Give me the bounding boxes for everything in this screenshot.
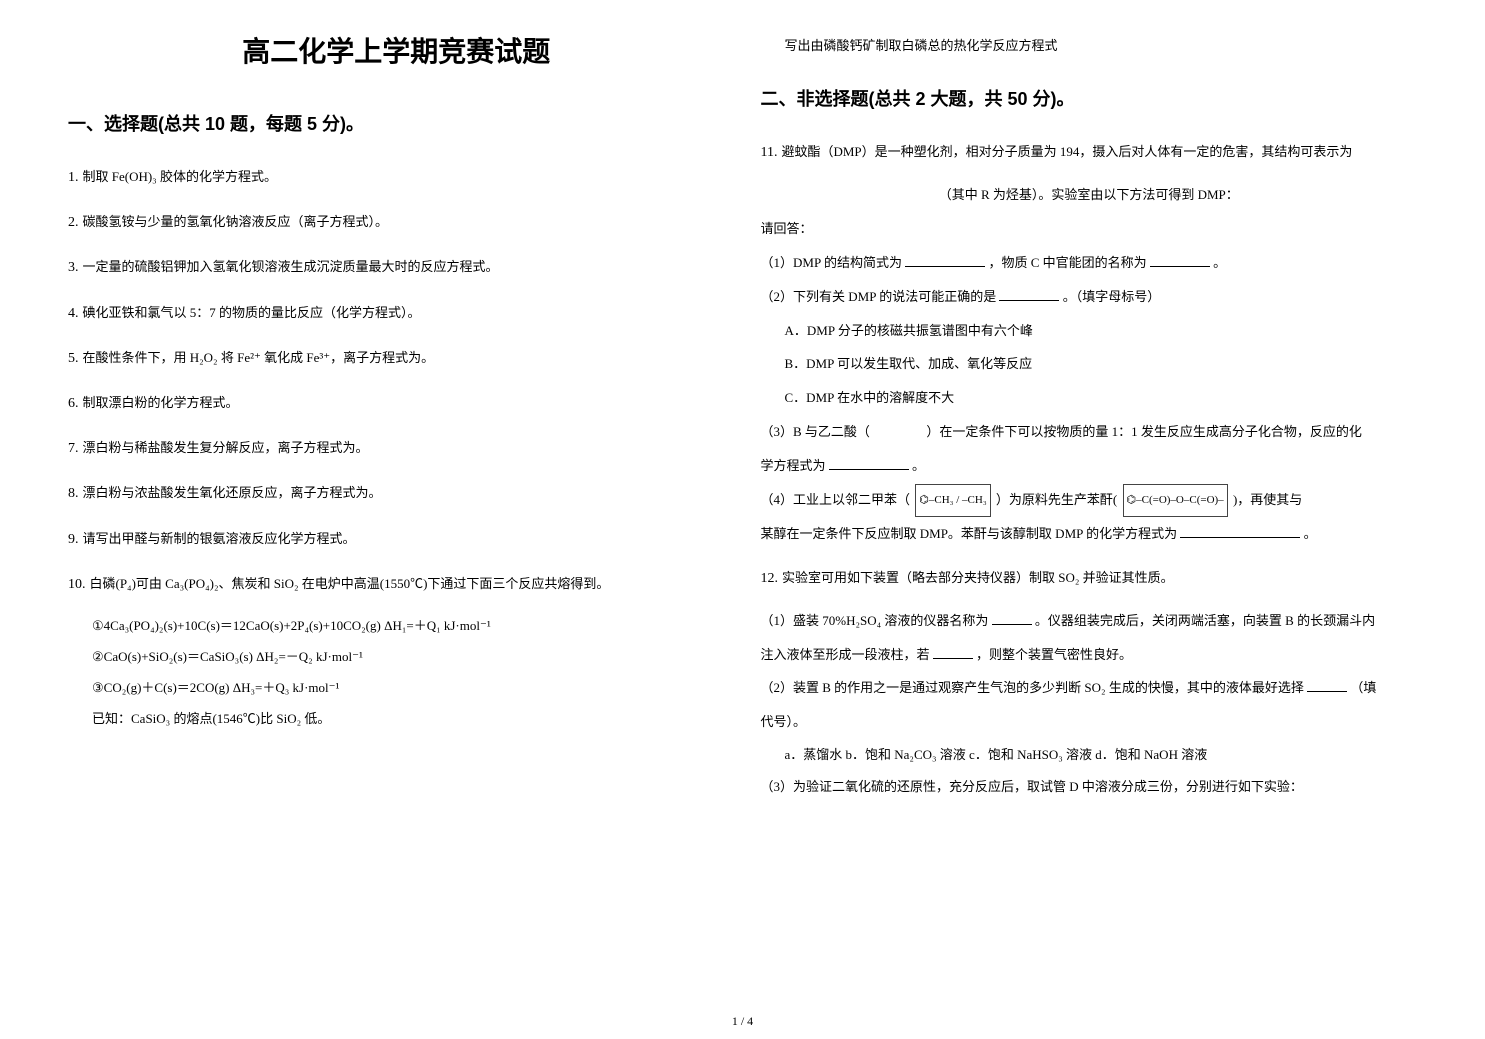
page-root: 高二化学上学期竞赛试题 一、选择题(总共 10 题，每题 5 分)。 1. 制取… (0, 0, 1485, 1039)
blank-field[interactable] (933, 658, 973, 659)
q10-sub1: ①4Ca₃(PO₄)₂(s)+10C(s)＝12CaO(s)+2P₄(s)+10… (68, 610, 725, 641)
q5-num: 5. (68, 339, 79, 378)
q7-text: 漂白粉与稀盐酸发生复分解反应，离子方程式为。 (83, 430, 725, 466)
q9-num: 9. (68, 520, 79, 559)
q3-num: 3. (68, 248, 79, 287)
q11-p4-line2: 某醇在一定条件下反应制取 DMP。苯酐与该醇制取 DMP 的化学方程式为 。 (761, 517, 1418, 551)
q11-p3b: ）在一定条件下可以按物质的量 1：1 发生反应生成高分子化合物，反应的化 (926, 424, 1362, 439)
q8-text: 漂白粉与浓盐酸发生氧化还原反应，离子方程式为。 (83, 475, 725, 511)
q12-p1a: （1）盛装 70%H₂SO₄ 溶液的仪器名称为 (761, 613, 989, 628)
q11-p2B: B．DMP 可以发生取代、加成、氧化等反应 (761, 347, 1418, 381)
q12-p2-line1: （2）装置 B 的作用之一是通过观察产生气泡的多少判断 SO₂ 生成的快慢，其中… (761, 671, 1418, 705)
q5-text: 在酸性条件下，用 H₂O₂ 将 Fe²⁺ 氧化成 Fe³⁺，离子方程式为。 (83, 340, 725, 376)
blank-field[interactable] (1307, 691, 1347, 692)
q2-num: 2. (68, 203, 79, 242)
q8-num: 8. (68, 474, 79, 513)
q12-p1c: 注入液体至形成一段液柱，若 (761, 647, 930, 662)
q11-p4a: （4）工业上以邻二甲苯（ (761, 492, 911, 507)
q11-p4b: ）为原料先生产苯酐( (996, 492, 1117, 507)
blank-field[interactable] (992, 624, 1032, 625)
q4: 4. 碘化亚铁和氯气以 5：7 的物质的量比反应（化学方程式）。 (68, 294, 725, 333)
q6-text: 制取漂白粉的化学方程式。 (83, 385, 725, 421)
q10-sub4: 已知：CaSiO₃ 的熔点(1546℃)比 SiO₂ 低。 (68, 703, 725, 734)
q10-sub2: ②CaO(s)+SiO₂(s)＝CaSiO₃(s) ΔH₂=－Q₂ kJ·mol… (68, 641, 725, 672)
q12-options: a．蒸馏水 b．饱和 Na₂CO₃ 溶液 c．饱和 NaHSO₃ 溶液 d．饱和… (761, 739, 1418, 770)
q10-text: 白磷(P₄)可由 Ca₃(PO₄)₂、焦炭和 SiO₂ 在电炉中高温(1550℃… (90, 566, 725, 602)
q11-p2C: C．DMP 在水中的溶解度不大 (761, 381, 1418, 415)
q12-p2-line2: 代号）。 (761, 705, 1418, 739)
q11-p2a: （2）下列有关 DMP 的说法可能正确的是 (761, 289, 997, 304)
q11-line2: （其中 R 为烃基）。实验室由以下方法可得到 DMP： (761, 178, 1418, 212)
q11-p2b: 。（填字母标号） (1063, 289, 1161, 304)
blank-field[interactable] (1180, 537, 1300, 538)
q11-p1: （1）DMP 的结构简式为 ，物质 C 中官能团的名称为 。 (761, 246, 1418, 280)
blank-field[interactable] (1150, 266, 1210, 267)
q11-p2: （2）下列有关 DMP 的说法可能正确的是 。（填字母标号） (761, 280, 1418, 314)
q7: 7. 漂白粉与稀盐酸发生复分解反应，离子方程式为。 (68, 429, 725, 468)
q9-text: 请写出甲醛与新制的银氨溶液反应化学方程式。 (83, 521, 725, 557)
q11-p4d: 某醇在一定条件下反应制取 DMP。苯酐与该醇制取 DMP 的化学方程式为 (761, 526, 1178, 541)
section1-heading: 一、选择题(总共 10 题，每题 5 分)。 (68, 110, 725, 136)
blank-field[interactable] (829, 469, 909, 470)
q9: 9. 请写出甲醛与新制的银氨溶液反应化学方程式。 (68, 520, 725, 559)
q12-p2b: （填 (1350, 680, 1376, 695)
q11-p3c: 学方程式为 (761, 458, 826, 473)
q12-p1b: 。仪器组装完成后，关闭两端活塞，向装置 B 的长颈漏斗内 (1035, 613, 1375, 628)
q11-p3a: （3）B 与乙二酸（ (761, 424, 870, 439)
q1-text: 制取 Fe(OH)₃ 胶体的化学方程式。 (83, 159, 725, 195)
q4-num: 4. (68, 294, 79, 333)
structure-anhydride-icon: ⌬–C(=O)–O–C(=O)– (1123, 484, 1228, 517)
q6: 6. 制取漂白粉的化学方程式。 (68, 384, 725, 423)
q11-p3d: 。 (912, 458, 925, 473)
q10-num: 10. (68, 565, 86, 604)
blank-field[interactable] (905, 266, 985, 267)
q11: 11. 避蚊酯（DMP）是一种塑化剂，相对分子质量为 194，摄入后对人体有一定… (761, 133, 1418, 172)
q11-p4c: )，再使其与 (1233, 492, 1302, 507)
q7-num: 7. (68, 429, 79, 468)
q2-text: 碳酸氢铵与少量的氢氧化钠溶液反应（离子方程式）。 (83, 204, 725, 240)
page-number: 1 / 4 (732, 1014, 753, 1029)
q8: 8. 漂白粉与浓盐酸发生氧化还原反应，离子方程式为。 (68, 474, 725, 513)
exam-title: 高二化学上学期竞赛试题 (68, 30, 725, 70)
blank-field[interactable] (999, 300, 1059, 301)
q1: 1. 制取 Fe(OH)₃ 胶体的化学方程式。 (68, 158, 725, 197)
q3-text: 一定量的硫酸铝钾加入氢氧化钡溶液生成沉淀质量最大时的反应方程式。 (83, 249, 725, 285)
q10: 10. 白磷(P₄)可由 Ca₃(PO₄)₂、焦炭和 SiO₂ 在电炉中高温(1… (68, 565, 725, 604)
q12-p1-line1: （1）盛装 70%H₂SO₄ 溶液的仪器名称为 。仪器组装完成后，关闭两端活塞，… (761, 604, 1418, 638)
q5: 5. 在酸性条件下，用 H₂O₂ 将 Fe²⁺ 氧化成 Fe³⁺，离子方程式为。 (68, 339, 725, 378)
q2: 2. 碳酸氢铵与少量的氢氧化钠溶液反应（离子方程式）。 (68, 203, 725, 242)
q1-num: 1. (68, 158, 79, 197)
q12-p1-line2: 注入液体至形成一段液柱，若 ，则整个装置气密性良好。 (761, 638, 1418, 672)
section2-heading: 二、非选择题(总共 2 大题，共 50 分)。 (761, 85, 1418, 111)
q3: 3. 一定量的硫酸铝钾加入氢氧化钡溶液生成沉淀质量最大时的反应方程式。 (68, 248, 725, 287)
q12-p2a: （2）装置 B 的作用之一是通过观察产生气泡的多少判断 SO₂ 生成的快慢，其中… (761, 680, 1304, 695)
q11-p1b: ，物质 C 中官能团的名称为 (988, 255, 1146, 270)
q11-p4e: 。 (1304, 526, 1317, 541)
q6-num: 6. (68, 384, 79, 423)
q12-p3: （3）为验证二氧化硫的还原性，充分反应后，取试管 D 中溶液分成三份，分别进行如… (761, 770, 1418, 804)
q10-sub3: ③CO₂(g)＋C(s)＝2CO(g) ΔH₃=＋Q₃ kJ·mol⁻¹ (68, 672, 725, 703)
q11-p1a: （1）DMP 的结构简式为 (761, 255, 902, 270)
q11-num: 11. (761, 133, 778, 172)
q10-sub5: 写出由磷酸钙矿制取白磷总的热化学反应方程式 (761, 30, 1418, 61)
left-column: 高二化学上学期竞赛试题 一、选择题(总共 10 题，每题 5 分)。 1. 制取… (50, 30, 743, 1019)
right-column: 写出由磷酸钙矿制取白磷总的热化学反应方程式 二、非选择题(总共 2 大题，共 5… (743, 30, 1436, 1019)
q11-text: 避蚊酯（DMP）是一种塑化剂，相对分子质量为 194，摄入后对人体有一定的危害，… (781, 134, 1417, 170)
q12: 12. 实验室可用如下装置（略去部分夹持仪器）制取 SO₂ 并验证其性质。 (761, 559, 1418, 598)
q12-text: 实验室可用如下装置（略去部分夹持仪器）制取 SO₂ 并验证其性质。 (782, 560, 1417, 596)
q11-p2A: A．DMP 分子的核磁共振氢谱图中有六个峰 (761, 314, 1418, 348)
q11-answer-label: 请回答： (761, 212, 1418, 246)
q12-p1d: ，则整个装置气密性良好。 (976, 647, 1132, 662)
q11-p4-line1: （4）工业上以邻二甲苯（ ⌬–CH₃ / –CH₃ ）为原料先生产苯酐( ⌬–C… (761, 483, 1418, 517)
q11-p1c: 。 (1213, 255, 1226, 270)
q11-p3-line1: （3）B 与乙二酸（ ）在一定条件下可以按物质的量 1：1 发生反应生成高分子化… (761, 415, 1418, 449)
q11-p3-line2: 学方程式为 。 (761, 449, 1418, 483)
q12-num: 12. (761, 559, 779, 598)
structure-xylene-icon: ⌬–CH₃ / –CH₃ (915, 484, 990, 517)
q4-text: 碘化亚铁和氯气以 5：7 的物质的量比反应（化学方程式）。 (83, 295, 725, 331)
